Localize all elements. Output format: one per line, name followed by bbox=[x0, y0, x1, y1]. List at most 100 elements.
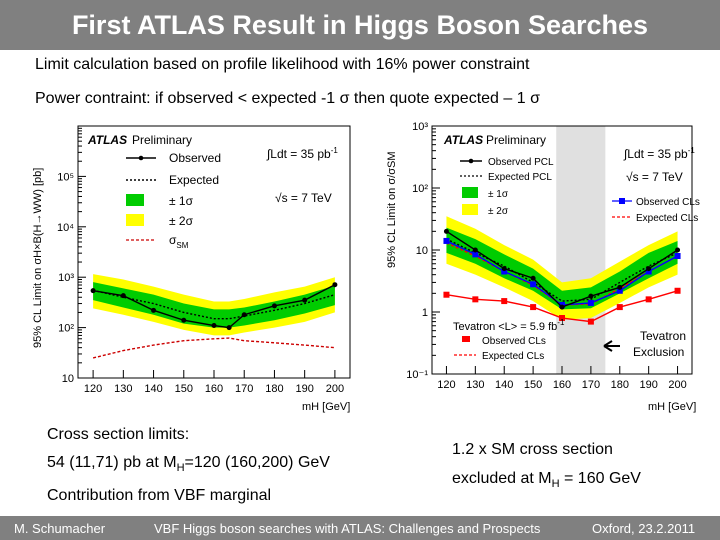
l-xtick-label: 160 bbox=[205, 383, 223, 395]
right-series-observed-pcl-point bbox=[617, 284, 623, 290]
r-xtick-label: 200 bbox=[668, 379, 686, 391]
right-series-tevatron-point bbox=[530, 304, 537, 311]
right-series-observed-pcl-point bbox=[675, 247, 681, 253]
right-series-observed-pcl-point bbox=[472, 247, 478, 253]
r-xtick-label: 190 bbox=[639, 379, 657, 391]
left-series-observed-point bbox=[302, 297, 308, 303]
right-plot: 10⁻¹ 1 10 10² 10³ 120 130 140 150 160 170 180 190 200… bbox=[382, 118, 702, 416]
right-legend-observed-cls: Observed CLs bbox=[636, 197, 700, 208]
r-xtick-label: 120 bbox=[437, 379, 455, 391]
right-series-tevatron-point bbox=[645, 296, 652, 303]
r-xtick-label: 180 bbox=[611, 379, 629, 391]
l-ytick-label: 10² bbox=[58, 323, 74, 335]
right-series-observed-cls-point bbox=[443, 237, 450, 244]
right-series-tevatron-point bbox=[559, 315, 565, 322]
exclusion-arrow-icon bbox=[603, 340, 620, 352]
description-line-2: Power contraint: if observed < expected … bbox=[35, 90, 540, 107]
right-series-observed-pcl-point bbox=[443, 228, 449, 234]
left-series-sm bbox=[92, 337, 335, 359]
right-legend-expected-cls-2: Expected CLs bbox=[482, 351, 544, 362]
left-legend-expected: Expected bbox=[169, 173, 219, 187]
left-series-observed bbox=[92, 284, 336, 329]
r-xtick-label: 170 bbox=[582, 379, 600, 391]
right-preliminary-label: Preliminary bbox=[486, 133, 546, 147]
left-series-observed-point bbox=[120, 293, 126, 299]
r-xtick-label: 160 bbox=[553, 379, 571, 391]
right-legend-1sigma: ± 1σ bbox=[488, 189, 509, 200]
right-series-observed-cls-point bbox=[645, 268, 652, 275]
right-series-tevatron-point bbox=[587, 318, 594, 325]
footer-talk-title: VBF Higgs boson searches with ATLAS: Cha… bbox=[154, 521, 541, 536]
l-band-1sigma bbox=[93, 282, 335, 328]
right-energy-label: √s = 7 TeV bbox=[626, 170, 683, 184]
left-text-column: Cross section limits: 54 (11,71) pb at M… bbox=[47, 425, 330, 514]
left-plot-svg: 10 10² 10³ 10⁴ 10⁵ 120 130 140 150 160 170 180 190 20… bbox=[32, 125, 351, 413]
right-series-observed-pcl-point bbox=[588, 293, 594, 299]
right-y-axis-label: 95% CL Limit on σ/σSM bbox=[386, 152, 398, 269]
right-legend-expected-pcl: Expected PCL bbox=[488, 172, 552, 183]
r-xtick-label: 140 bbox=[495, 379, 513, 391]
l-xtick-label: 200 bbox=[326, 383, 344, 395]
left-lumi-label: ∫Ldt = 35 pb-1 bbox=[266, 146, 338, 161]
right-x-axis-label: mH [GeV] bbox=[648, 401, 696, 413]
sm-cross-section-text: 1.2 x SM cross section bbox=[452, 441, 613, 458]
footer-author: M. Schumacher bbox=[14, 521, 106, 536]
r-band-2sigma bbox=[446, 216, 678, 320]
left-series-observed-point bbox=[90, 288, 96, 294]
left-series-observed-point bbox=[211, 323, 217, 329]
left-series-observed-point bbox=[271, 303, 277, 309]
cross-section-limits-label: Cross section limits: bbox=[47, 426, 190, 443]
right-series-observed-cls-point bbox=[501, 268, 508, 275]
right-series-tevatron-point bbox=[472, 296, 479, 303]
l-xtick-label: 130 bbox=[114, 383, 132, 395]
right-series-observed-pcl-point bbox=[501, 266, 507, 272]
r-xtick-label: 130 bbox=[466, 379, 484, 391]
tevatron-exclusion-label-1: Tevatron bbox=[640, 329, 686, 343]
right-text-column: 1.2 x SM cross section excluded at MH = … bbox=[452, 441, 641, 501]
cross-section-limits-values: 54 (11,71) pb at MH=120 (160,200) GeV bbox=[47, 454, 330, 475]
left-series-observed-point bbox=[241, 312, 247, 318]
left-x-axis-label: mH [GeV] bbox=[302, 401, 350, 413]
right-legend-observed-pcl: Observed PCL bbox=[488, 157, 554, 168]
r-exclusion-region bbox=[556, 126, 606, 374]
left-legend-1sigma: ± 1σ bbox=[169, 194, 194, 208]
l-xtick-label: 190 bbox=[295, 383, 313, 395]
l-ytick-label: 10⁵ bbox=[57, 171, 74, 183]
left-energy-label: √s = 7 TeV bbox=[275, 191, 332, 205]
r-ytick-label: 10³ bbox=[412, 121, 428, 133]
tevatron-exclusion-label-2: Exclusion bbox=[633, 345, 684, 359]
right-series-observed-cls-point bbox=[530, 281, 537, 288]
r-ytick-label: 10⁻¹ bbox=[406, 369, 428, 381]
left-atlas-label: ATLAS bbox=[87, 133, 127, 147]
l-xtick-label: 150 bbox=[175, 383, 193, 395]
tevatron-lumi-label: Tevatron <L> = 5.9 fb-1 bbox=[453, 318, 565, 333]
left-series-observed-point bbox=[226, 325, 232, 331]
l-ytick-label: 10³ bbox=[58, 272, 74, 284]
left-preliminary-label: Preliminary bbox=[132, 133, 192, 147]
right-legend-observed-cls-2: Observed CLs bbox=[482, 336, 546, 347]
r-ytick-label: 10 bbox=[416, 245, 428, 257]
right-series-observed-pcl-point bbox=[530, 275, 536, 281]
right-series-observed-cls-point bbox=[587, 299, 594, 306]
l-xtick-label: 140 bbox=[144, 383, 162, 395]
right-legend-2sigma: ± 2σ bbox=[488, 206, 509, 217]
left-series-observed-point bbox=[181, 317, 187, 323]
right-series-tevatron-point bbox=[616, 304, 623, 311]
left-legend-2sigma: ± 2σ bbox=[169, 214, 194, 228]
left-series-observed-point bbox=[151, 307, 157, 313]
right-series-tevatron-point bbox=[501, 298, 508, 305]
footer-place-date: Oxford, 23.2.2011 bbox=[592, 521, 696, 536]
title-bar bbox=[0, 0, 720, 50]
right-series-tevatron-point bbox=[443, 291, 450, 298]
right-lumi-label: ∫Ldt = 35 pb-1 bbox=[623, 146, 695, 161]
footer-bar: M. Schumacher VBF Higgs boson searches w… bbox=[0, 516, 720, 540]
r-xtick-label: 150 bbox=[524, 379, 542, 391]
left-series-expected bbox=[92, 289, 336, 320]
l-ytick-label: 10 bbox=[62, 373, 74, 385]
l-ytick-label: 10⁴ bbox=[57, 222, 74, 234]
r-ytick-label: 1 bbox=[422, 307, 428, 319]
right-series-observed-cls-point bbox=[472, 251, 479, 258]
left-legend-sm: σSM bbox=[169, 233, 189, 250]
vbf-contribution-text: Contribution from VBF marginal bbox=[47, 487, 272, 505]
slide-title: First ATLAS Result in Higgs Boson Search… bbox=[71, 10, 649, 40]
